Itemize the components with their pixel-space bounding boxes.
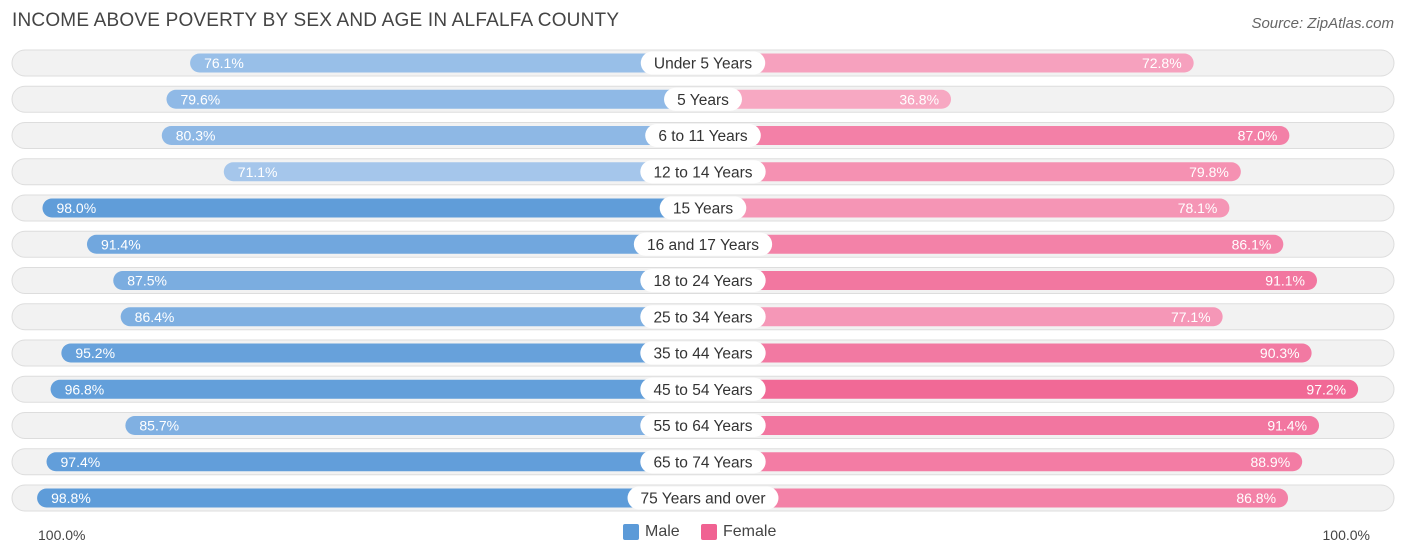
bar-female (703, 452, 1303, 472)
value-label-male: 98.0% (56, 200, 96, 216)
category-pill (640, 341, 766, 365)
legend-swatch-female (701, 524, 717, 540)
legend-item-male: Male (623, 523, 680, 541)
value-label-male: 80.3% (176, 128, 216, 144)
value-label-female: 88.9% (1250, 454, 1290, 470)
bar-male (223, 162, 703, 182)
value-label-female: 79.8% (1189, 164, 1229, 180)
legend: Male Female (0, 523, 1406, 547)
category-pill (640, 160, 766, 184)
category-label: 15 Years (673, 201, 734, 218)
category-label: 12 to 14 Years (653, 164, 752, 181)
bar-male (120, 307, 703, 327)
category-label: 25 to 34 Years (653, 309, 752, 326)
value-label-female: 77.1% (1171, 309, 1211, 325)
value-label-male: 87.5% (127, 273, 167, 289)
category-label: 35 to 44 Years (653, 346, 752, 363)
bar-female (703, 162, 1241, 182)
category-label: 75 Years and over (641, 491, 766, 508)
value-label-female: 78.1% (1178, 200, 1218, 216)
value-label-female: 36.8% (899, 91, 939, 107)
bar-female (703, 271, 1318, 290)
category-label: 6 to 11 Years (658, 128, 748, 145)
bar-female (703, 126, 1290, 145)
value-label-female: 86.8% (1236, 490, 1276, 506)
bar-male (86, 234, 704, 254)
category-pill (627, 486, 779, 510)
value-label-female: 87.0% (1238, 128, 1278, 144)
value-label-female: 72.8% (1142, 55, 1182, 71)
source-label: Source: ZipAtlas.com (1251, 15, 1394, 32)
bar-female (703, 343, 1312, 363)
value-label-male: 76.1% (204, 55, 244, 71)
value-label-male: 79.6% (180, 91, 220, 107)
bar-male (190, 53, 703, 73)
category-label: 65 to 74 Years (653, 454, 752, 471)
axis-left-label: 100.0% (38, 527, 86, 543)
value-label-male: 86.4% (135, 309, 175, 325)
chart-title: INCOME ABOVE POVERTY BY SEX AND AGE IN A… (12, 10, 620, 31)
legend-label-male: Male (645, 523, 680, 540)
value-label-female: 90.3% (1260, 345, 1300, 361)
bar-female (703, 234, 1284, 254)
category-label: 18 to 24 Years (653, 273, 752, 290)
value-label-female: 91.1% (1265, 273, 1305, 289)
bar-female (703, 488, 1289, 508)
category-pill (664, 87, 742, 111)
bar-male (166, 89, 704, 109)
category-pill (659, 196, 747, 220)
category-pill (640, 414, 766, 437)
bar-male (125, 416, 703, 435)
category-pill (640, 450, 766, 474)
category-pill (640, 51, 766, 75)
category-pill (640, 269, 766, 292)
value-label-male: 98.8% (51, 490, 91, 506)
axis-right-label: 100.0% (1322, 527, 1370, 543)
category-label: 55 to 64 Years (653, 418, 752, 435)
legend-label-female: Female (723, 523, 777, 540)
category-label: 5 Years (677, 92, 729, 109)
category-pill (640, 377, 766, 401)
value-label-female: 86.1% (1232, 236, 1272, 252)
category-label: 16 and 17 Years (647, 237, 759, 254)
value-label-male: 95.2% (75, 345, 115, 361)
bar-male (50, 379, 704, 399)
category-label: 45 to 54 Years (653, 382, 752, 399)
value-label-female: 91.4% (1267, 418, 1307, 434)
bar-female (703, 379, 1359, 399)
value-label-male: 97.4% (61, 454, 101, 470)
bar-female (703, 416, 1320, 435)
category-pill (640, 305, 766, 329)
category-pill (645, 124, 761, 147)
value-label-male: 96.8% (65, 381, 105, 397)
bar-male (37, 488, 703, 508)
bar-male (161, 126, 703, 145)
value-label-male: 91.4% (101, 236, 141, 252)
legend-swatch-male (623, 524, 639, 540)
bar-male (61, 343, 704, 363)
bar-male (46, 452, 704, 472)
bar-female (703, 53, 1194, 73)
value-label-female: 97.2% (1306, 381, 1346, 397)
legend-item-female: Female (701, 523, 776, 541)
bar-male (113, 271, 703, 290)
bar-male (42, 198, 704, 218)
category-label: Under 5 Years (654, 56, 752, 73)
bar-female (703, 307, 1223, 327)
bar-chart: 76.1% 72.8% Under 5 Years 79.6% 36.8% 5 Years… (11, 49, 1395, 512)
value-label-male: 71.1% (238, 164, 278, 180)
bar-female (703, 198, 1230, 218)
bar-female (703, 89, 952, 109)
value-label-male: 85.7% (139, 418, 179, 434)
category-pill (633, 232, 773, 256)
